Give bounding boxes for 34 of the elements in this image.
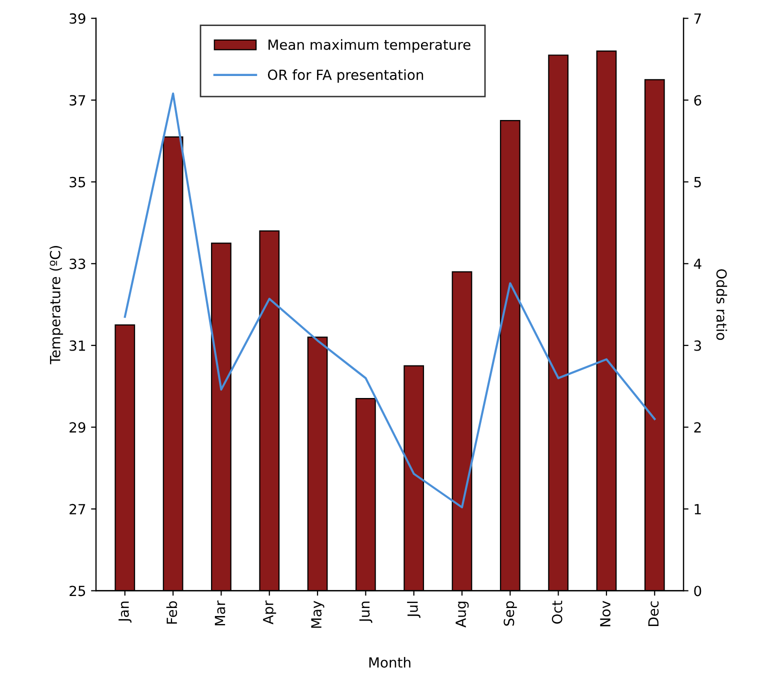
y-tick-label: 25 xyxy=(70,586,86,596)
y-tick-label: 37 xyxy=(70,95,86,106)
legend-label: Mean maximum temperature xyxy=(268,39,470,53)
y2-tick-label: 2 xyxy=(694,422,701,432)
y2-axis-title: Odds ratio xyxy=(716,269,728,340)
y-axis-title: Temperature (ºC) xyxy=(50,246,64,364)
y-tick-label: 35 xyxy=(70,176,86,188)
y2-tick-label: 4 xyxy=(694,258,702,269)
x-tick-label: Sep xyxy=(504,601,517,626)
x-tick-label: Aug xyxy=(456,602,469,628)
x-tick-label: Nov xyxy=(600,600,610,626)
x-tick-label: Mar xyxy=(214,600,226,626)
x-tick-label: May xyxy=(311,600,324,628)
y2-tick-label: 6 xyxy=(694,95,702,106)
x-tick-label: Jun xyxy=(359,602,372,623)
y-tick-label: 31 xyxy=(70,340,85,351)
legend-label: OR for FA presentation xyxy=(268,69,424,83)
x-tick-label: Oct xyxy=(552,600,562,624)
y2-tick-label: 3 xyxy=(694,340,701,351)
x-tick-label: Jul xyxy=(407,602,420,618)
x-tick-label: Dec xyxy=(648,601,659,626)
x-tick-label: Jan xyxy=(118,602,132,623)
y-tick-label: 29 xyxy=(70,422,86,433)
x-tick-label: Apr xyxy=(263,600,276,624)
y2-tick-label: 1 xyxy=(694,504,701,514)
y-tick-label: 27 xyxy=(70,504,86,514)
y-tick-label: 39 xyxy=(70,13,86,24)
y2-tick-label: 0 xyxy=(694,586,702,596)
y-tick-label: 33 xyxy=(70,258,86,270)
x-axis-title: Month xyxy=(369,656,410,668)
y2-tick-label: 7 xyxy=(694,13,701,24)
x-tick-label: Feb xyxy=(166,601,178,624)
y2-tick-label: 5 xyxy=(694,177,701,188)
line-series xyxy=(124,92,656,508)
